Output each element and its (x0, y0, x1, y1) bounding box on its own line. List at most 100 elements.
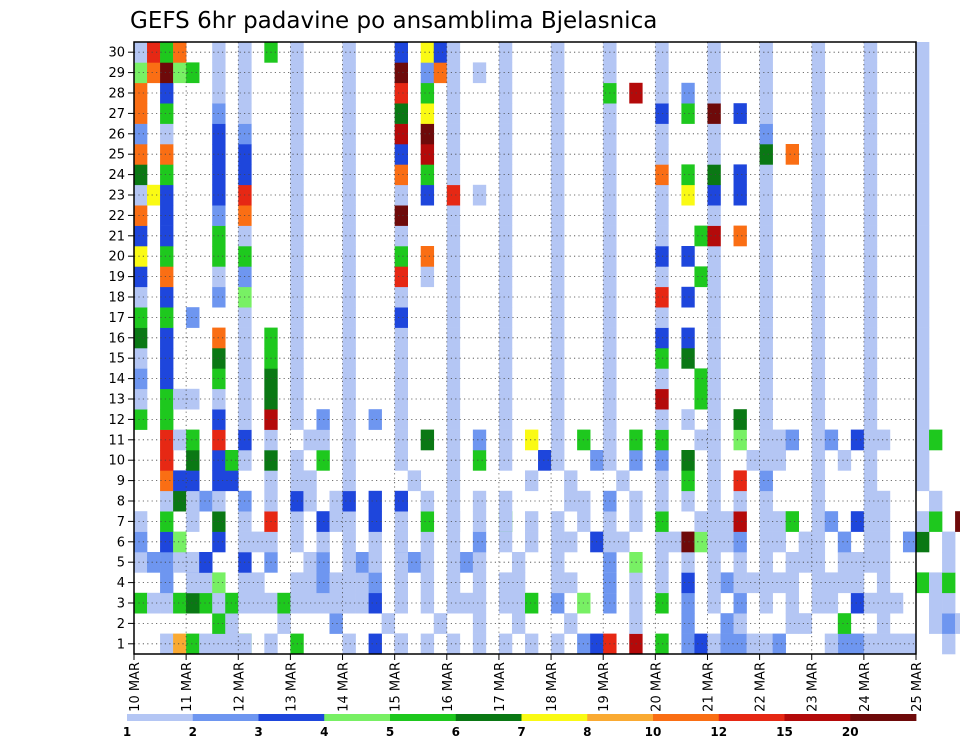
x-tick-label: 11 MAR (180, 662, 195, 712)
heatmap-cell (655, 225, 669, 247)
heatmap-cell (863, 62, 878, 84)
heatmap-cell (916, 470, 930, 492)
heatmap-cell (342, 246, 356, 267)
heatmap-cell (694, 266, 708, 288)
heatmap-cell (655, 144, 669, 165)
y-tick-label: 12 (108, 413, 125, 428)
heatmap-cell (811, 42, 826, 63)
heatmap-cell (863, 368, 878, 390)
heatmap-cell (420, 511, 435, 532)
heatmap-cell (173, 633, 187, 655)
heatmap-cell (134, 552, 148, 573)
heatmap-cell (446, 633, 461, 655)
heatmap-cell (733, 592, 747, 614)
y-tick-label: 23 (108, 189, 125, 204)
heatmap-cell (472, 633, 487, 655)
heatmap-cell (655, 409, 669, 430)
heatmap-cell (759, 531, 773, 553)
heatmap-cell (446, 327, 461, 349)
heatmap-cell (316, 531, 330, 553)
colorbar-label: 1 (123, 725, 131, 739)
heatmap-cell (134, 368, 148, 390)
heatmap-cell (186, 470, 200, 492)
heatmap-cell (759, 388, 773, 410)
heatmap-cell (147, 592, 161, 614)
heatmap-cell (212, 511, 226, 532)
heatmap-cell (160, 266, 174, 288)
heatmap-cell (381, 613, 395, 634)
y-tick-label: 11 (108, 433, 125, 448)
heatmap-cell (199, 633, 213, 655)
heatmap-cell (551, 409, 565, 430)
heatmap-cell (811, 490, 826, 512)
heatmap-cell (394, 388, 408, 410)
heatmap-cell (733, 470, 747, 492)
heatmap-cell (824, 572, 839, 594)
heatmap-cell (446, 429, 461, 451)
heatmap-cell (394, 205, 408, 226)
heatmap-cell (655, 42, 669, 63)
heatmap-cell (147, 184, 161, 206)
heatmap-cell (160, 286, 174, 308)
x-axis-ticks: 10 MAR 11 MAR 12 MAR 13 MAR 14 MAR 15 MAR 16 M… (128, 654, 925, 712)
heatmap-cell (733, 552, 747, 573)
heatmap-cell (694, 225, 708, 247)
heatmap-cell (811, 552, 826, 573)
heatmap-cell (342, 348, 356, 369)
heatmap-cell (134, 286, 148, 308)
heatmap-cell (850, 592, 865, 614)
colorbar-label: 4 (320, 725, 328, 739)
heatmap-cell (707, 184, 721, 206)
heatmap-cell (863, 450, 878, 471)
heatmap-cell (837, 450, 852, 471)
heatmap-cell (134, 225, 148, 247)
heatmap-cell (720, 511, 734, 532)
heatmap-cell (316, 429, 330, 451)
y-tick-label: 16 (108, 331, 125, 346)
y-tick-label: 4 (117, 576, 125, 591)
heatmap-cell (160, 184, 174, 206)
x-tick-label: 15 MAR (389, 662, 404, 712)
heatmap-cell (655, 531, 669, 553)
heatmap-cell (551, 246, 565, 267)
heatmap-cell (472, 450, 487, 471)
heatmap-cell (212, 348, 226, 369)
colorbar-swatch (127, 714, 194, 721)
heatmap-cell (472, 572, 487, 594)
heatmap-cell (420, 552, 435, 573)
heatmap-cell (329, 613, 343, 634)
y-tick-label: 15 (108, 352, 125, 367)
heatmap-cell (134, 592, 148, 614)
heatmap-cell (134, 266, 148, 288)
heatmap-cell (446, 470, 461, 492)
heatmap-cell (420, 429, 435, 451)
heatmap-cell (472, 184, 487, 206)
heatmap-cell (459, 592, 474, 614)
y-tick-label: 1 (117, 637, 125, 652)
heatmap-cell (394, 62, 408, 84)
heatmap-cell (942, 633, 956, 655)
heatmap-cell (772, 450, 786, 471)
heatmap-cell (394, 409, 408, 430)
heatmap-cell (407, 552, 422, 573)
heatmap-cell (160, 307, 174, 328)
heatmap-cell (707, 307, 721, 328)
heatmap-cell (681, 103, 695, 124)
heatmap-cell (551, 307, 565, 328)
heatmap-cell (394, 144, 408, 165)
heatmap-cell (134, 42, 148, 63)
heatmap-cell (551, 82, 565, 104)
y-tick-label: 22 (108, 209, 125, 224)
y-tick-label: 21 (108, 229, 125, 244)
heatmap-cell (342, 490, 356, 512)
heatmap-cell (342, 123, 356, 145)
heatmap-cell (876, 613, 891, 634)
heatmap-cell (929, 429, 943, 451)
heatmap-cell (811, 225, 826, 247)
heatmap-cell (394, 490, 408, 512)
heatmap-cell (694, 511, 708, 532)
heatmap-cell (916, 531, 930, 553)
heatmap-cell (759, 307, 773, 328)
heatmap-cell (446, 144, 461, 165)
heatmap-cell (212, 409, 226, 430)
